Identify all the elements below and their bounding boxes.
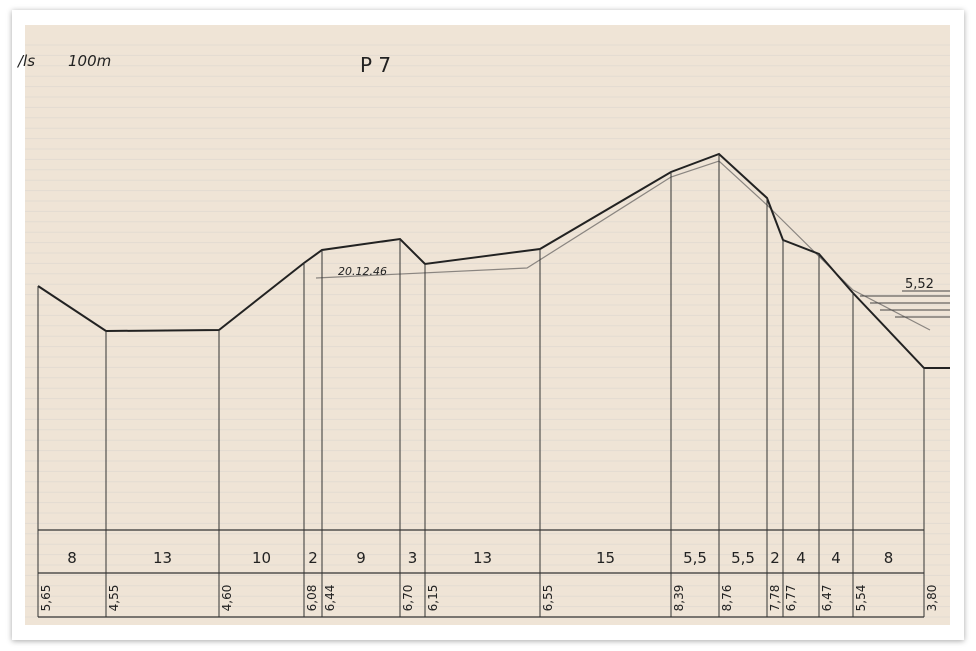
table-lines xyxy=(38,529,924,618)
elevation: 8,76 xyxy=(720,585,734,612)
distance: 9 xyxy=(356,549,366,567)
distance: 5,5 xyxy=(731,549,755,567)
elevation: 3,80 xyxy=(925,585,939,612)
distance: 15 xyxy=(596,549,615,567)
elevation: 6,15 xyxy=(426,585,440,612)
distance: 5,5 xyxy=(683,549,707,567)
paper-lines xyxy=(25,44,950,618)
elevation: 6,55 xyxy=(541,585,555,612)
elevation: 4,55 xyxy=(107,585,121,612)
distance: 8 xyxy=(67,549,77,567)
elevation: 6,44 xyxy=(323,585,337,612)
distance: 2 xyxy=(770,549,780,567)
water xyxy=(860,290,950,318)
title: P 7 xyxy=(360,53,391,77)
elevation: 6,77 xyxy=(784,585,798,612)
water-level: 5,52 xyxy=(905,277,934,292)
distance: 3 xyxy=(408,549,418,567)
elevation: 6,47 xyxy=(820,585,834,612)
scale: 100m xyxy=(68,52,111,70)
elevation: 8,39 xyxy=(672,585,686,612)
labels: 5,65 4,55 4,60 6,08 6,44 6,70 6,15 6,55 8,39 8,76… xyxy=(39,549,939,611)
distance: 4 xyxy=(831,549,841,567)
elevation: 5,54 xyxy=(854,585,868,612)
elevation: 4,60 xyxy=(220,585,234,612)
distance: 8 xyxy=(884,549,894,567)
elevation: 7,78 xyxy=(768,585,782,612)
distance: 10 xyxy=(252,549,271,567)
distance: 4 xyxy=(796,549,806,567)
distance: 2 xyxy=(308,549,318,567)
verticals xyxy=(37,154,925,617)
elevation: 6,08 xyxy=(305,585,319,612)
distance: 13 xyxy=(153,549,172,567)
elevation: 5,65 xyxy=(39,585,53,612)
profile xyxy=(37,152,950,369)
date: 20.12.46 xyxy=(338,265,387,278)
scale-left: /ls xyxy=(16,52,35,70)
paper xyxy=(25,25,950,625)
elevation: 6,70 xyxy=(401,585,415,612)
distance: 13 xyxy=(473,549,492,567)
